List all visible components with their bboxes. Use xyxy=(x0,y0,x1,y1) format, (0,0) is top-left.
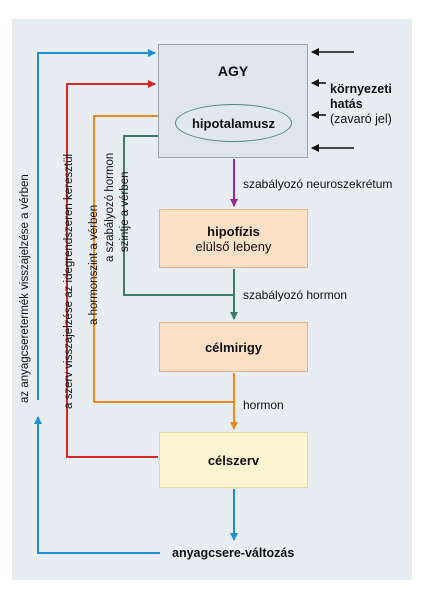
blue-feedback-label: az anyagcseretermék visszajelzése a vérb… xyxy=(19,174,31,403)
agy-label: AGY xyxy=(217,63,249,79)
red-feedback-label: a szerv visszajelzése az idegrendszeren … xyxy=(63,153,75,409)
celmirigy-box: célmirigy xyxy=(159,322,308,372)
blue-feedback-top xyxy=(37,49,156,400)
hipofizis-title: hipofízis xyxy=(207,223,260,239)
celszerv-label: célszerv xyxy=(207,452,260,468)
celmirigy-label: célmirigy xyxy=(204,339,263,355)
env-line-1: környezeti xyxy=(330,82,392,96)
hipofizis-box: hipofízis elülső lebeny xyxy=(159,209,308,268)
hipotalamusz-ellipse: hipotalamusz xyxy=(175,104,292,142)
green-feedback-label-1: a szabályozó hormon xyxy=(104,152,116,262)
env-line-3: (zavaró jel) xyxy=(330,112,392,126)
environment-label: környezeti hatás (zavaró jel) xyxy=(330,82,392,127)
green-feedback-loop xyxy=(123,132,234,296)
red-feedback-loop xyxy=(66,80,158,458)
hormon-label: hormon xyxy=(243,398,284,412)
szabalyozo-hormon-label: szabályozó hormon xyxy=(243,288,348,302)
hipotalamusz-label: hipotalamusz xyxy=(191,115,276,131)
blue-feedback-loop xyxy=(34,416,160,554)
hipofizis-subtitle: elülső lebeny xyxy=(195,238,272,254)
green-feedback-label-2: szintje a vérben xyxy=(119,171,131,252)
env-line-2: hatás xyxy=(330,97,363,111)
celszerv-box: célszerv xyxy=(159,432,308,488)
neuroszekretum-label: szabályozó neuroszekrétum xyxy=(243,177,393,191)
orange-feedback-loop xyxy=(93,112,234,403)
orange-feedback-label: a hormonszint a vérben xyxy=(88,204,100,325)
anyagcsere-label: anyagcsere-változás xyxy=(172,546,295,560)
